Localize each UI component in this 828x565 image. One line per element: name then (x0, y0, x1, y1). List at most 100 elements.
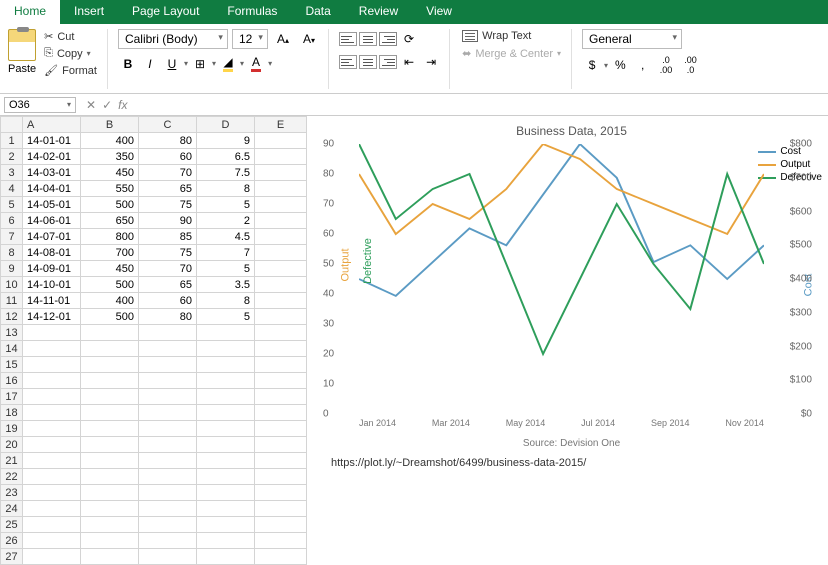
cell[interactable]: 2 (197, 213, 255, 229)
cell[interactable]: 5 (197, 261, 255, 277)
cell[interactable]: 500 (81, 197, 139, 213)
cell[interactable] (255, 149, 307, 165)
table-row[interactable]: 22 (1, 469, 307, 485)
table-row[interactable]: 17 (1, 389, 307, 405)
italic-button[interactable]: I (140, 54, 160, 74)
cell[interactable]: 14-07-01 (23, 229, 81, 245)
col-header-B[interactable]: B (81, 117, 139, 133)
tab-page-layout[interactable]: Page Layout (118, 0, 213, 24)
row-header[interactable]: 11 (1, 293, 23, 309)
cell[interactable]: 14-08-01 (23, 245, 81, 261)
cancel-formula-button[interactable]: ✕ (86, 98, 96, 112)
table-row[interactable]: 18 (1, 405, 307, 421)
cell[interactable]: 75 (139, 197, 197, 213)
row-header[interactable]: 23 (1, 485, 23, 501)
cell[interactable]: 85 (139, 229, 197, 245)
table-row[interactable]: 1 14-01-01 400 80 9 (1, 133, 307, 149)
table-row[interactable]: 11 14-11-01 400 60 8 (1, 293, 307, 309)
tab-view[interactable]: View (412, 0, 466, 24)
cell[interactable] (255, 181, 307, 197)
cell[interactable] (255, 293, 307, 309)
cell[interactable]: 14-09-01 (23, 261, 81, 277)
cell[interactable]: 80 (139, 133, 197, 149)
row-header[interactable]: 3 (1, 165, 23, 181)
tab-formulas[interactable]: Formulas (213, 0, 291, 24)
cell[interactable]: 14-06-01 (23, 213, 81, 229)
cell[interactable] (255, 165, 307, 181)
table-row[interactable]: 3 14-03-01 450 70 7.5 (1, 165, 307, 181)
align-center-button[interactable] (359, 55, 377, 69)
cell[interactable]: 400 (81, 293, 139, 309)
align-middle-button[interactable] (359, 32, 377, 46)
cell[interactable] (255, 197, 307, 213)
table-row[interactable]: 9 14-09-01 450 70 5 (1, 261, 307, 277)
align-bottom-button[interactable] (379, 32, 397, 46)
cell[interactable]: 8 (197, 181, 255, 197)
tab-review[interactable]: Review (345, 0, 412, 24)
cell[interactable]: 14-10-01 (23, 277, 81, 293)
cell[interactable]: 14-02-01 (23, 149, 81, 165)
row-header[interactable]: 13 (1, 325, 23, 341)
tab-insert[interactable]: Insert (60, 0, 118, 24)
cell[interactable]: 80 (139, 309, 197, 325)
currency-button[interactable]: $ (582, 55, 602, 75)
name-box[interactable]: O36 (4, 97, 76, 113)
table-row[interactable]: 2 14-02-01 350 60 6.5 (1, 149, 307, 165)
cell[interactable]: 800 (81, 229, 139, 245)
col-header-D[interactable]: D (197, 117, 255, 133)
row-header[interactable]: 25 (1, 517, 23, 533)
row-header[interactable]: 1 (1, 133, 23, 149)
cell[interactable]: 450 (81, 165, 139, 181)
cell[interactable] (255, 229, 307, 245)
paste-button[interactable]: Paste (8, 29, 36, 89)
table-row[interactable]: 13 (1, 325, 307, 341)
fx-icon[interactable]: fx (118, 98, 127, 112)
cell[interactable]: 9 (197, 133, 255, 149)
row-header[interactable]: 10 (1, 277, 23, 293)
percent-button[interactable]: % (610, 55, 631, 75)
cell[interactable]: 70 (139, 261, 197, 277)
cell[interactable]: 14-01-01 (23, 133, 81, 149)
cell[interactable]: 700 (81, 245, 139, 261)
table-row[interactable]: 7 14-07-01 800 85 4.5 (1, 229, 307, 245)
orientation-button[interactable]: ⟳ (399, 29, 419, 49)
formula-input[interactable] (133, 94, 828, 115)
table-row[interactable]: 4 14-04-01 550 65 8 (1, 181, 307, 197)
table-row[interactable]: 5 14-05-01 500 75 5 (1, 197, 307, 213)
col-header-C[interactable]: C (139, 117, 197, 133)
cell[interactable] (255, 245, 307, 261)
increase-indent-button[interactable]: ⇥ (421, 52, 441, 72)
row-header[interactable]: 20 (1, 437, 23, 453)
fill-color-button[interactable]: ◢ (218, 52, 238, 75)
cell[interactable]: 14-11-01 (23, 293, 81, 309)
table-row[interactable]: 27 (1, 549, 307, 565)
row-header[interactable]: 14 (1, 341, 23, 357)
grow-font-button[interactable]: A▴ (272, 29, 294, 49)
row-header[interactable]: 15 (1, 357, 23, 373)
row-header[interactable]: 18 (1, 405, 23, 421)
table-row[interactable]: 6 14-06-01 650 90 2 (1, 213, 307, 229)
number-format-select[interactable]: General (582, 29, 682, 49)
cell[interactable]: 65 (139, 181, 197, 197)
row-header[interactable]: 17 (1, 389, 23, 405)
cell[interactable] (255, 277, 307, 293)
border-button[interactable]: ⊞ (190, 54, 210, 74)
row-header[interactable]: 6 (1, 213, 23, 229)
table-row[interactable]: 15 (1, 357, 307, 373)
cell[interactable]: 650 (81, 213, 139, 229)
cell[interactable]: 5 (197, 197, 255, 213)
cell[interactable]: 65 (139, 277, 197, 293)
cell[interactable]: 60 (139, 293, 197, 309)
table-row[interactable]: 10 14-10-01 500 65 3.5 (1, 277, 307, 293)
underline-button[interactable]: U (162, 54, 182, 74)
cell[interactable]: 90 (139, 213, 197, 229)
cell[interactable] (255, 213, 307, 229)
cell[interactable]: 450 (81, 261, 139, 277)
table-row[interactable]: 12 14-12-01 500 80 5 (1, 309, 307, 325)
font-size-select[interactable]: 12 (232, 29, 268, 49)
cell[interactable] (255, 261, 307, 277)
select-all-corner[interactable] (1, 117, 23, 133)
table-row[interactable]: 24 (1, 501, 307, 517)
cell[interactable]: 400 (81, 133, 139, 149)
cell[interactable]: 5 (197, 309, 255, 325)
